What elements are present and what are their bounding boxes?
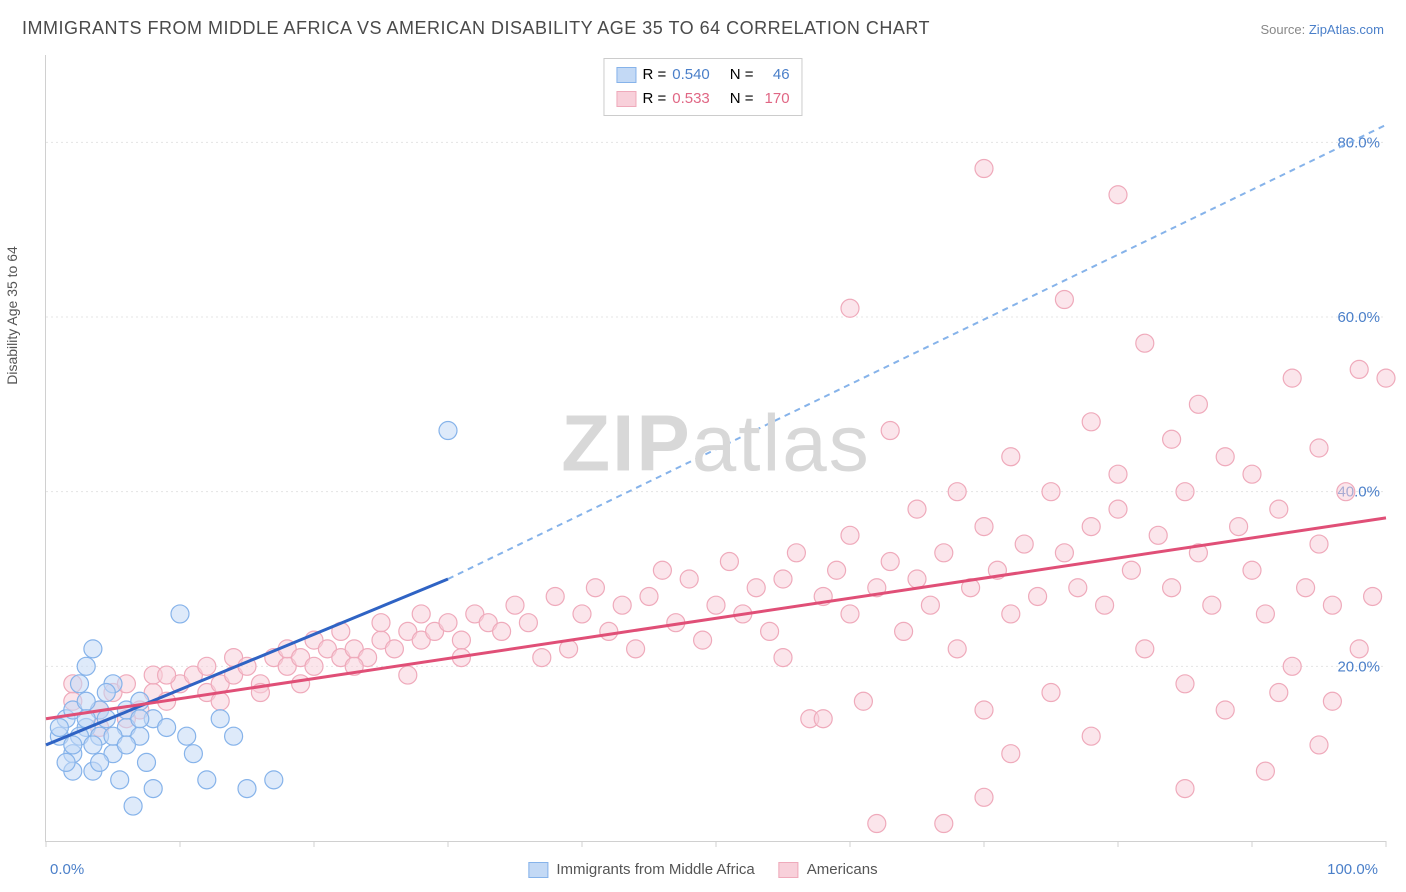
swatch-pink [779, 862, 799, 878]
svg-text:20.0%: 20.0% [1337, 658, 1380, 675]
legend-row-pink: R = 0.533 N = 170 [616, 87, 789, 111]
svg-text:60.0%: 60.0% [1337, 309, 1380, 326]
chart-plot-area: 20.0%40.0%60.0%80.0% ZIPatlas [45, 55, 1386, 842]
swatch-pink [616, 91, 636, 107]
r-label: R = [642, 87, 666, 111]
swatch-blue [616, 67, 636, 83]
swatch-blue [528, 862, 548, 878]
legend-item-immigrants: Immigrants from Middle Africa [528, 861, 754, 878]
chart-svg: 20.0%40.0%60.0%80.0% [46, 55, 1386, 841]
legend-item-americans: Americans [779, 861, 878, 878]
source-attribution: Source: ZipAtlas.com [1260, 22, 1384, 37]
n-label: N = [730, 87, 754, 111]
x-axis-min-label: 0.0% [50, 861, 84, 878]
series-legend: Immigrants from Middle Africa Americans [528, 861, 877, 878]
legend-row-blue: R = 0.540 N = 46 [616, 63, 789, 87]
n-value: 170 [760, 87, 790, 111]
n-value: 46 [760, 63, 790, 87]
source-link[interactable]: ZipAtlas.com [1309, 22, 1384, 37]
r-value: 0.533 [672, 87, 710, 111]
chart-title: IMMIGRANTS FROM MIDDLE AFRICA VS AMERICA… [22, 18, 930, 39]
x-axis-max-label: 100.0% [1327, 861, 1378, 878]
svg-text:80.0%: 80.0% [1337, 134, 1380, 151]
legend-label: Immigrants from Middle Africa [556, 861, 754, 878]
correlation-legend: R = 0.540 N = 46 R = 0.533 N = 170 [603, 58, 802, 116]
r-value: 0.540 [672, 63, 710, 87]
legend-label: Americans [807, 861, 878, 878]
y-axis-label: Disability Age 35 to 64 [4, 246, 20, 385]
n-label: N = [730, 63, 754, 87]
source-label: Source: [1260, 22, 1308, 37]
r-label: R = [642, 63, 666, 87]
